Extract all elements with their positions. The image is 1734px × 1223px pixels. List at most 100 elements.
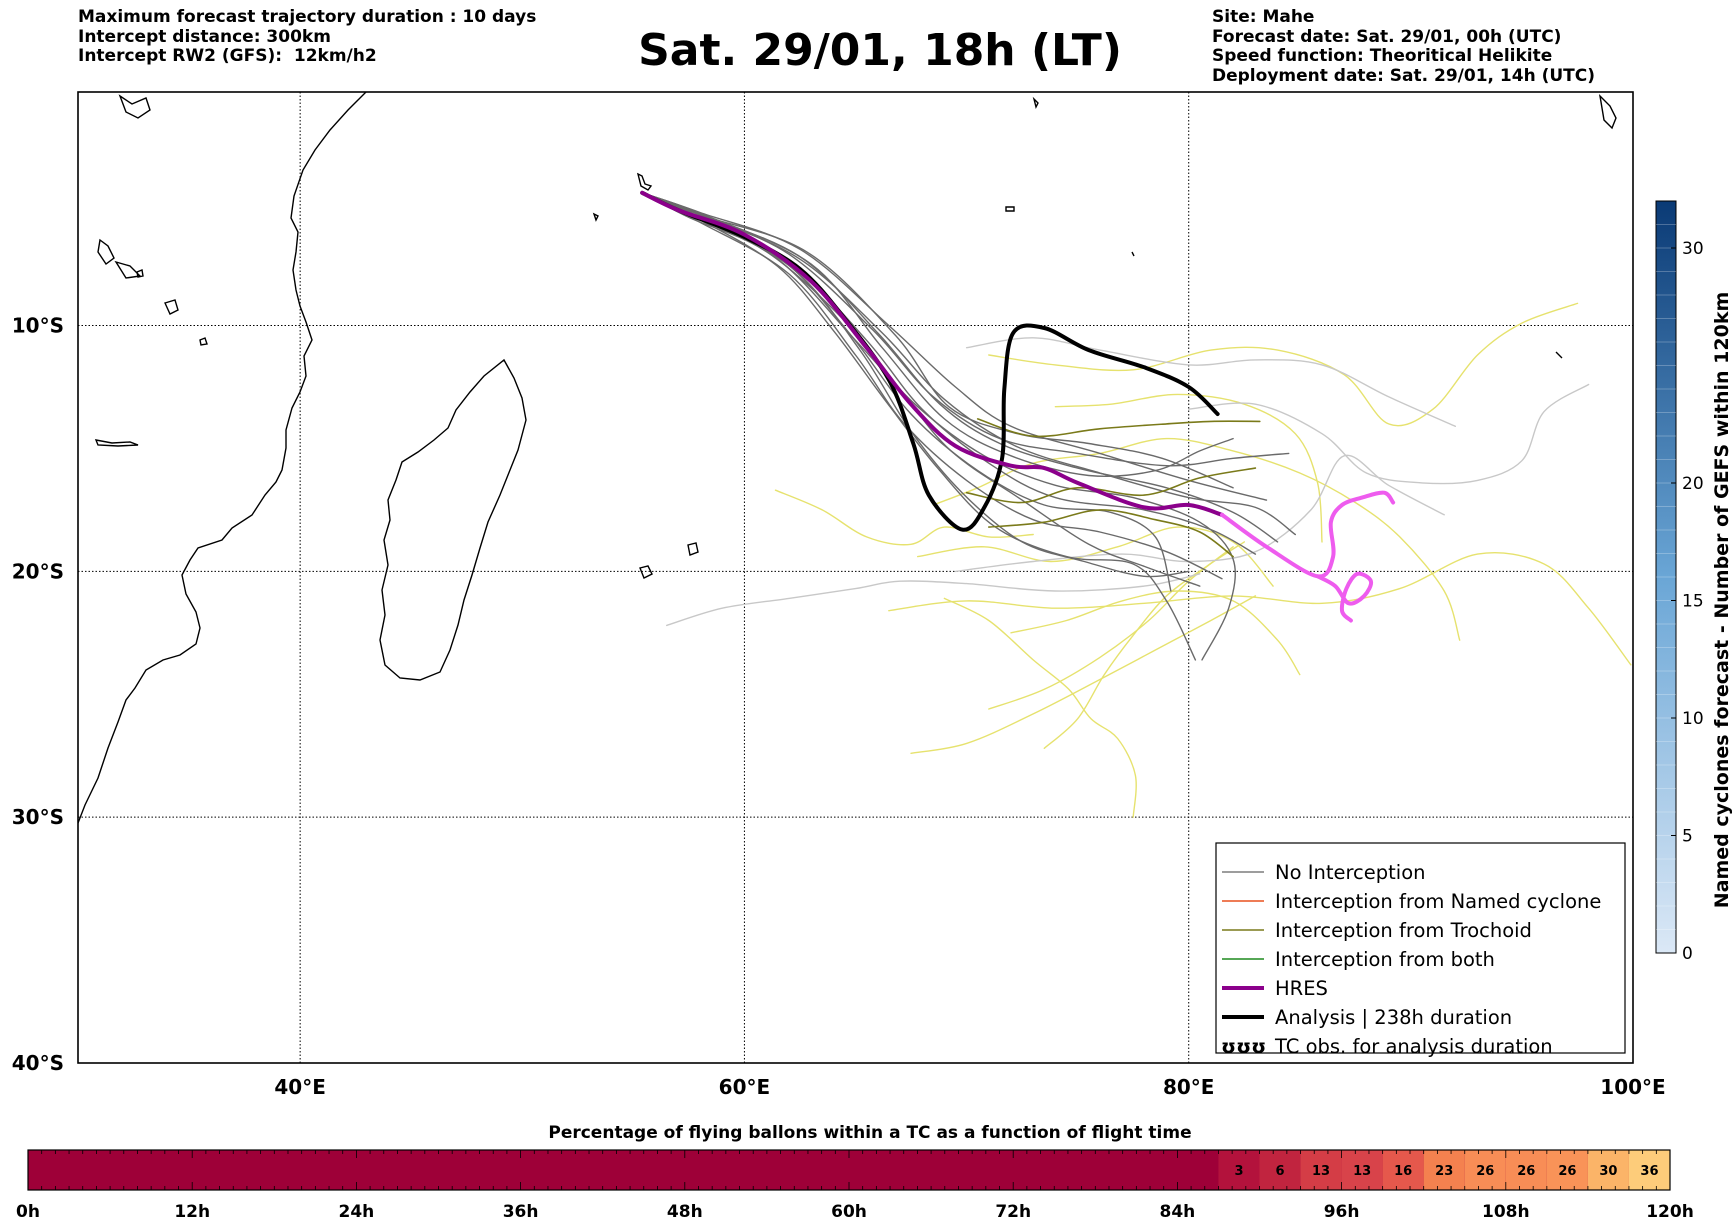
flight-time-cell-value: 26 (1517, 1164, 1535, 1179)
flight-time-cell-value: 23 (1435, 1164, 1453, 1179)
legend-entry-label: Interception from Trochoid (1275, 919, 1532, 942)
colorbar: Named cyclones forecast - Number of GEFS… (1655, 200, 1733, 964)
flight-time-cell-value: 26 (1476, 1164, 1494, 1179)
coastline-reunion (639, 565, 653, 579)
flight-time-cell (1341, 1150, 1383, 1190)
flight-time-cell (1464, 1150, 1506, 1190)
trajectory-gefs-yellow (1043, 541, 1245, 749)
flight-time-cell-value: 30 (1599, 1164, 1617, 1179)
coastline-africa (78, 92, 367, 824)
trajectory-gefs-grey (1188, 383, 1590, 485)
coastline-mauritius (687, 542, 699, 556)
trajectory-trochoid (988, 509, 1234, 558)
lon-tick-label: 100°E (1600, 1075, 1665, 1099)
flight-time-tick-label: 108h (1482, 1202, 1530, 1222)
legend-entry-label: TC obs. for analysis duration (1274, 1035, 1553, 1058)
legend-entry-label: HRES (1275, 977, 1328, 1000)
trajectory-no-interception (641, 192, 1234, 478)
legend-entry-label: No Interception (1275, 861, 1426, 884)
coastline-chagos (1032, 96, 1563, 359)
header-line-site: Site: Mahe (1212, 7, 1315, 27)
trajectory-gefs-grey (666, 573, 1201, 627)
flight-time-tick-label: 0h (16, 1202, 40, 1222)
trajectory-gefs-yellow (774, 489, 1034, 546)
header-info-left: Maximum forecast trajectory duration : 1… (78, 7, 537, 67)
lon-tick-label: 80°E (1163, 1075, 1215, 1099)
coastline-madagascar (379, 358, 527, 681)
lon-tick-label: 60°E (719, 1075, 771, 1099)
trajectory-gefs-yellow (1054, 393, 1323, 543)
flight-time-cell (1505, 1150, 1547, 1190)
flight-time-tick-label: 72h (995, 1202, 1031, 1222)
lat-tick-label: 20°S (12, 559, 64, 583)
colorbar-tick-label: 5 (1682, 827, 1693, 847)
trajectory-gefs-yellow (917, 526, 1274, 587)
page-title: Sat. 29/01, 18h (LT) (638, 25, 1122, 76)
flight-time-tick-label: 36h (503, 1202, 539, 1222)
trajectory-gefs-yellow (943, 597, 1137, 818)
trajectory-trochoid (976, 418, 1261, 438)
trajectory-no-interception (641, 192, 1223, 580)
lat-tick-label: 30°S (12, 805, 64, 829)
flight-time-cell (1628, 1150, 1670, 1190)
flight-time-cell-value: 13 (1353, 1164, 1371, 1179)
coastline-comoros (136, 269, 208, 346)
trajectory-gefs-grey (965, 337, 1456, 427)
header-line-deployment-date: Deployment date: Sat. 29/01, 14h (UTC) (1212, 65, 1596, 86)
lat-tick-label: 10°S (12, 314, 64, 338)
trajectory-no-interception (641, 192, 1234, 489)
flight-time-bar-title: Percentage of flying ballons within a TC… (548, 1123, 1191, 1143)
map-gridlines (78, 92, 1633, 1063)
colorbar-gradient (1655, 200, 1677, 954)
flight-time-cell-value: 6 (1276, 1164, 1285, 1179)
flight-time-cell (1423, 1150, 1465, 1190)
trajectory-gefs-yellow (910, 595, 1257, 754)
trajectories-layer (640, 190, 1632, 818)
header-line-duration: Maximum forecast trajectory duration : 1… (78, 7, 537, 27)
lat-tick-label: 40°S (12, 1051, 64, 1075)
colorbar-title: Named cyclones forecast - Number of GEFS… (1711, 292, 1733, 909)
colorbar-tick-label: 15 (1682, 592, 1704, 612)
flight-time-bar: Percentage of flying ballons within a TC… (16, 1123, 1694, 1222)
legend: No Interception Interception from Named c… (1215, 842, 1626, 1058)
flight-time-tick-label: 96h (1324, 1202, 1360, 1222)
trajectory-gefs-yellow (888, 551, 1632, 666)
legend-box (1215, 842, 1626, 1054)
coastline-seychelles (592, 172, 1015, 222)
flight-time-cell (1300, 1150, 1342, 1190)
flight-time-tick-label: 48h (667, 1202, 703, 1222)
trajectory-no-interception (641, 192, 1268, 501)
header-line-speed-function: Speed function: Theoritical Helikite (1212, 46, 1553, 66)
trajectory-trochoid (965, 467, 1257, 504)
flight-time-bar-frame (27, 1149, 1671, 1191)
flight-time-cell-value: 26 (1558, 1164, 1576, 1179)
flight-time-cell (1218, 1150, 1260, 1190)
trajectory-gefs-grey (954, 454, 1445, 573)
colorbar-tick-label: 0 (1682, 944, 1693, 964)
legend-symbol-tc-obs: ʊʊʊ (1221, 1035, 1266, 1058)
flight-time-tick-label: 24h (339, 1202, 375, 1222)
trajectory-hres-tail-loop (1315, 571, 1374, 623)
flight-time-cell (1259, 1150, 1301, 1190)
trajectory-no-interception (641, 192, 1197, 661)
flight-time-tick-label: 84h (1160, 1202, 1196, 1222)
flight-time-cell (1382, 1150, 1424, 1190)
coastline-north-islands (94, 93, 1617, 447)
flight-time-cell-value: 3 (1234, 1164, 1243, 1179)
flight-time-cell-value: 16 (1394, 1164, 1412, 1179)
map-axis-labels: 10°S 20°S 30°S 40°S 40°E 60°E 80°E 100°E (12, 314, 1666, 1099)
colorbar-tick-label: 30 (1682, 239, 1704, 259)
legend-entry-label: Interception from both (1275, 948, 1495, 971)
trajectory-gefs-yellow (1010, 590, 1301, 676)
flight-time-cell-value: 36 (1640, 1164, 1658, 1179)
trajectory-no-interception (641, 192, 1296, 536)
header-line-forecast-date: Forecast date: Sat. 29/01, 00h (UTC) (1212, 26, 1562, 47)
flight-time-tick-label: 120h (1646, 1202, 1694, 1222)
header-line-intercept: Intercept RW2 (GFS): 12km/h2 (78, 46, 377, 66)
flight-time-cell (1587, 1150, 1629, 1190)
flight-time-cell-value: 13 (1312, 1164, 1330, 1179)
trajectory-gefs-yellow (988, 546, 1234, 710)
flight-time-tick-label: 60h (831, 1202, 867, 1222)
lon-tick-label: 40°E (274, 1075, 326, 1099)
